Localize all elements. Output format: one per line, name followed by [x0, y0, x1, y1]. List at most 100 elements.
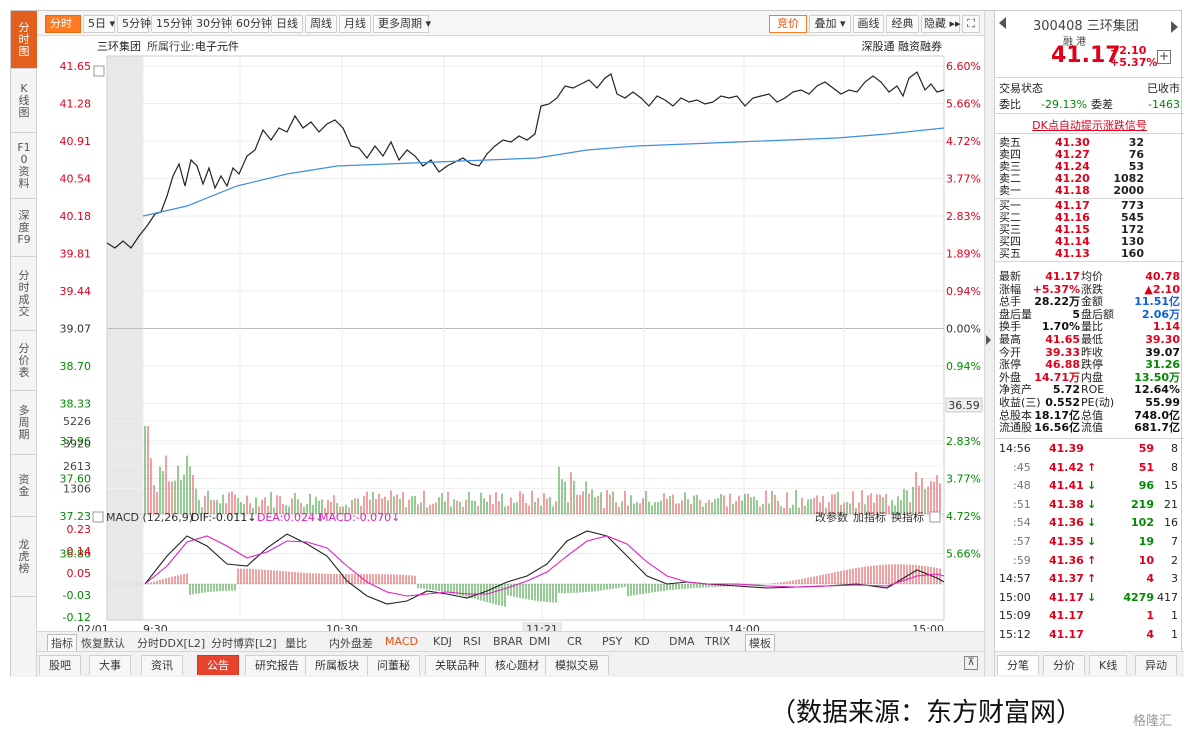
tick-count: 1	[1171, 628, 1178, 641]
toolbar-right-3[interactable]: 经典	[886, 15, 919, 33]
nav-item-1[interactable]: K线图	[11, 69, 37, 133]
stat-label: ROE	[1081, 383, 1105, 397]
period-tab-6[interactable]: 日线	[271, 15, 303, 33]
indicator-tab-2[interactable]: 分时DDX[L2]	[137, 637, 206, 650]
panel-splitter[interactable]	[984, 11, 994, 677]
indicator-tab-5[interactable]: 内外盘差	[329, 637, 373, 650]
add-watchlist-icon[interactable]: +	[1157, 49, 1171, 64]
price-axis-label: 37.96	[60, 435, 92, 448]
period-tab-3[interactable]: 15分钟	[151, 15, 192, 33]
nav-item-2[interactable]: F10资料	[11, 133, 37, 199]
indicator-tab-7[interactable]: KDJ	[433, 635, 452, 648]
nav-item-0[interactable]: 分时图	[11, 11, 37, 69]
macd-action-1[interactable]: 加指标	[853, 510, 886, 524]
stat-label: 总股本	[999, 408, 1032, 422]
indicator-tab-4[interactable]: 量比	[285, 637, 307, 650]
tick-row: :48 41.41 ↓ 96 15	[999, 480, 1180, 494]
next-stock-icon[interactable]	[1171, 21, 1178, 33]
indicator-tab-14[interactable]: DMA	[669, 635, 695, 648]
nav-item-4[interactable]: 分时成交	[11, 257, 37, 331]
stat-row: 收益(三) 0.552 PE(动) 55.99	[999, 397, 1180, 409]
help-icon[interactable]	[92, 511, 104, 523]
nav-item-5[interactable]: 分价表	[11, 331, 37, 391]
bottom-tab-1[interactable]: 大事	[89, 655, 131, 675]
toolbar-right-0[interactable]: 竞价	[769, 15, 807, 33]
period-tab-4[interactable]: 30分钟	[191, 15, 232, 33]
dk-signal-link[interactable]: DK点自动提示涨跌信号	[1032, 119, 1147, 132]
stat-label: 总值	[1081, 408, 1103, 422]
macd-dea-line	[144, 535, 945, 597]
pct-axis-label: 0.94%	[946, 360, 981, 373]
stat-row: 最高 41.65 最低 39.30	[999, 334, 1180, 346]
tick-count: 417	[1157, 590, 1178, 604]
stock-name: 三环集团	[1086, 19, 1139, 34]
expand-icon[interactable]: ⊼	[964, 656, 978, 670]
period-tab-9[interactable]: 更多周期 ▾	[373, 15, 431, 33]
indicator-tab-0[interactable]: 指标	[47, 634, 77, 652]
bottom-tab-7[interactable]: 关联品种	[425, 655, 489, 675]
indicator-tab-15[interactable]: TRIX	[705, 635, 731, 648]
tick-price: 41.42	[1049, 460, 1084, 474]
bottom-tab-4[interactable]: 研究报告	[245, 655, 309, 675]
indicator-tab-9[interactable]: BRAR	[493, 635, 523, 648]
nav-item-7[interactable]: 资金	[11, 455, 37, 517]
close-overlay-icon[interactable]	[93, 65, 105, 77]
indicator-tab-1[interactable]: 恢复默认	[81, 637, 125, 650]
tick-tab-2[interactable]: K线	[1089, 655, 1128, 675]
tick-tab-3[interactable]: 异动	[1135, 655, 1177, 675]
toolbar-right-2[interactable]: 画线	[853, 15, 884, 33]
stat-row: 今开 39.33 昨收 39.07	[999, 346, 1180, 359]
indicator-tab-3[interactable]: 分时博弈[L2]	[211, 637, 277, 650]
indicator-tab-6[interactable]: MACD	[385, 635, 418, 648]
period-tab-8[interactable]: 月线	[339, 15, 371, 33]
indicator-tab-8[interactable]: RSI	[463, 635, 481, 648]
tick-volume: 59	[1138, 442, 1154, 455]
close-indicator-icon[interactable]	[929, 511, 941, 523]
prev-stock-icon[interactable]	[999, 17, 1006, 29]
tick-price: 41.35	[1049, 535, 1084, 548]
tick-direction-icon: ↑	[1087, 553, 1097, 567]
bottom-tab-6[interactable]: 问董秘	[367, 655, 420, 675]
stat-label: PE(动)	[1081, 396, 1115, 409]
nav-item-8[interactable]: 龙虎榜	[11, 517, 37, 597]
toolbar-right-4[interactable]: 隐藏 ▸▸	[921, 15, 961, 33]
tick-tab-0[interactable]: 分笔	[997, 655, 1039, 675]
stat-value: 41.17	[1045, 270, 1080, 283]
bottom-tab-9[interactable]: 模拟交易	[545, 655, 609, 675]
premarket-shade	[107, 56, 143, 620]
bottom-tab-3[interactable]: 公告	[197, 655, 239, 675]
volume-axis-label: 2613	[63, 460, 91, 473]
indicator-tab-13[interactable]: KD	[634, 635, 650, 648]
tick-row: 15:00 41.17 ↓ 4279 417	[999, 590, 1180, 606]
ask-price: 41.27	[1055, 148, 1090, 161]
macd-axis-label: 0.05	[67, 567, 92, 580]
period-tab-7[interactable]: 周线	[305, 15, 337, 33]
period-tab-2[interactable]: 5分钟	[117, 15, 151, 33]
bottom-tab-2[interactable]: 资讯	[141, 655, 183, 675]
indicator-tab-16[interactable]: 模板	[745, 634, 775, 652]
bid-price: 41.16	[1055, 211, 1090, 224]
bottom-tab-5[interactable]: 所属板块	[305, 655, 369, 675]
tick-tab-1[interactable]: 分价	[1043, 655, 1085, 675]
toolbar-right-1[interactable]: 叠加 ▾	[809, 15, 851, 33]
macd-action-0[interactable]: 改参数	[815, 510, 848, 524]
nav-item-3[interactable]: 深度F9	[11, 199, 37, 257]
bottom-tab-0[interactable]: 股吧	[39, 655, 81, 675]
low-value-box	[945, 397, 983, 413]
period-tab-5[interactable]: 60分钟	[231, 15, 272, 33]
macd-action-2[interactable]: 换指标	[891, 510, 924, 524]
ask-volume: 1082	[1113, 172, 1144, 185]
tick-volume: 51	[1138, 460, 1154, 474]
indicator-tab-11[interactable]: CR	[567, 635, 583, 648]
period-tab-1[interactable]: 5日 ▾	[83, 15, 115, 33]
time-axis-date: 02/01	[77, 623, 109, 631]
tick-count: 15	[1164, 479, 1178, 493]
indicator-tab-10[interactable]: DMI	[529, 635, 551, 648]
toolbar-right-5[interactable]: ⛶	[962, 15, 980, 33]
period-tab-0[interactable]: 分时	[45, 15, 81, 33]
stat-value: 748.0亿	[1134, 408, 1180, 422]
intraday-chart[interactable]: 41.65 6.60% 41.28 5.66% 40.91 4.72% 40.54 3.77%…	[37, 36, 984, 636]
bottom-tab-8[interactable]: 核心题材	[485, 655, 549, 675]
indicator-tab-12[interactable]: PSY	[602, 635, 623, 648]
nav-item-6[interactable]: 多周期	[11, 391, 37, 455]
